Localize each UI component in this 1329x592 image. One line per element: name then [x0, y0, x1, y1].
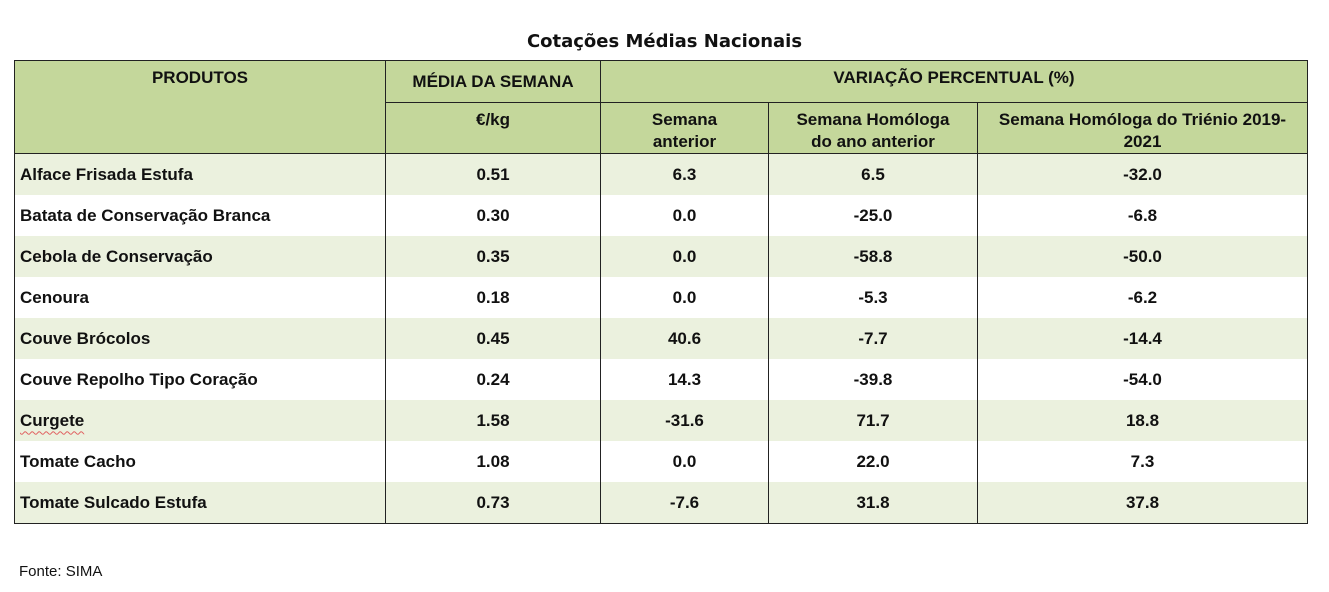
value-cell: 0.51	[385, 153, 601, 195]
header-cell: Semana anterior	[600, 102, 769, 154]
value-cell: 0.24	[385, 359, 601, 400]
value-cell: 71.7	[768, 400, 978, 441]
table-title: Cotações Médias Nacionais	[526, 31, 803, 52]
value-cell: 7.3	[977, 441, 1308, 482]
value-cell: 14.3	[600, 359, 769, 400]
value-cell: -7.7	[768, 318, 978, 359]
product-name: Cebola de Conservação	[14, 236, 386, 277]
header-text: Semana Homóloga do Triénio 2019-2021	[998, 110, 1287, 151]
price-table: PRODUTOS MÉDIA DA SEMANA VARIAÇÃO PERCEN…	[14, 60, 1308, 524]
table-row: Batata de Conservação Branca 0.30 0.0 -25.0…	[14, 195, 1308, 236]
spellcheck-text: Curgete	[20, 410, 85, 430]
value-cell: 22.0	[768, 441, 978, 482]
value-cell: -6.8	[977, 195, 1308, 236]
value-cell: 0.0	[600, 277, 769, 318]
value-cell: -58.8	[768, 236, 978, 277]
value-cell: 0.0	[600, 441, 769, 482]
table-row: Couve Brócolos 0.45 40.6 -7.7 -14.4	[14, 318, 1308, 359]
value-cell: 6.3	[600, 153, 769, 195]
table-row: Tomate Cacho 1.08 0.0 22.0 7.3	[14, 441, 1308, 482]
source-note: Fonte: SIMA	[19, 563, 103, 580]
value-cell: -25.0	[768, 195, 978, 236]
value-cell: -5.3	[768, 277, 978, 318]
product-name: Cenoura	[14, 277, 386, 318]
value-cell: -7.6	[600, 482, 769, 524]
value-cell: 1.08	[385, 441, 601, 482]
value-cell: 0.45	[385, 318, 601, 359]
value-cell: 0.0	[600, 195, 769, 236]
value-cell: 0.0	[600, 236, 769, 277]
value-cell: -50.0	[977, 236, 1308, 277]
value-cell: 18.8	[977, 400, 1308, 441]
value-cell: 40.6	[600, 318, 769, 359]
product-name: Couve Brócolos	[14, 318, 386, 359]
header-cell: Semana Homóloga do ano anterior	[768, 102, 978, 154]
product-name: Tomate Cacho	[14, 441, 386, 482]
table-row: Alface Frisada Estufa 0.51 6.3 6.5 -32.0	[14, 153, 1308, 195]
header-text: €/kg	[475, 110, 511, 129]
table-row: Tomate Sulcado Estufa 0.73 -7.6 31.8 37.8	[14, 482, 1308, 524]
header-text: PRODUTOS	[151, 68, 249, 87]
value-cell: 0.73	[385, 482, 601, 524]
header-cell: MÉDIA DA SEMANA	[385, 60, 601, 103]
value-cell: -39.8	[768, 359, 978, 400]
value-cell: -31.6	[600, 400, 769, 441]
product-name: Batata de Conservação Branca	[14, 195, 386, 236]
header-cell: Semana Homóloga do Triénio 2019-2021	[977, 102, 1308, 154]
value-cell: 31.8	[768, 482, 978, 524]
table-row: Curgete 1.58 -31.6 71.7 18.8	[14, 400, 1308, 441]
value-cell: -54.0	[977, 359, 1308, 400]
value-cell: 0.30	[385, 195, 601, 236]
value-cell: -6.2	[977, 277, 1308, 318]
value-cell: 37.8	[977, 482, 1308, 524]
value-cell: 6.5	[768, 153, 978, 195]
header-cell: VARIAÇÃO PERCENTUAL (%)	[600, 60, 1308, 103]
table-row: Cebola de Conservação 0.35 0.0 -58.8 -50.0	[14, 236, 1308, 277]
table-row: Couve Repolho Tipo Coração 0.24 14.3 -39.8-…	[14, 359, 1308, 400]
product-name: Curgete	[14, 400, 386, 441]
header-cell: €/kg	[385, 102, 601, 154]
value-cell: 1.58	[385, 400, 601, 441]
header-cell: PRODUTOS	[14, 60, 386, 154]
value-cell: -32.0	[977, 153, 1308, 195]
header-text: VARIAÇÃO PERCENTUAL (%)	[833, 68, 1075, 87]
table-body: Alface Frisada Estufa 0.51 6.3 6.5 -32.0 Bata…	[14, 153, 1308, 524]
header-text: Semana anterior	[651, 110, 718, 151]
table-row: Cenoura 0.18 0.0 -5.3 -6.2	[14, 277, 1308, 318]
value-cell: 0.35	[385, 236, 601, 277]
product-name: Couve Repolho Tipo Coração	[14, 359, 386, 400]
header-text: Semana Homóloga do ano anterior	[796, 110, 950, 151]
product-name: Tomate Sulcado Estufa	[14, 482, 386, 524]
value-cell: 0.18	[385, 277, 601, 318]
product-name: Alface Frisada Estufa	[14, 153, 386, 195]
header-text: MÉDIA DA SEMANA	[412, 71, 574, 91]
value-cell: -14.4	[977, 318, 1308, 359]
